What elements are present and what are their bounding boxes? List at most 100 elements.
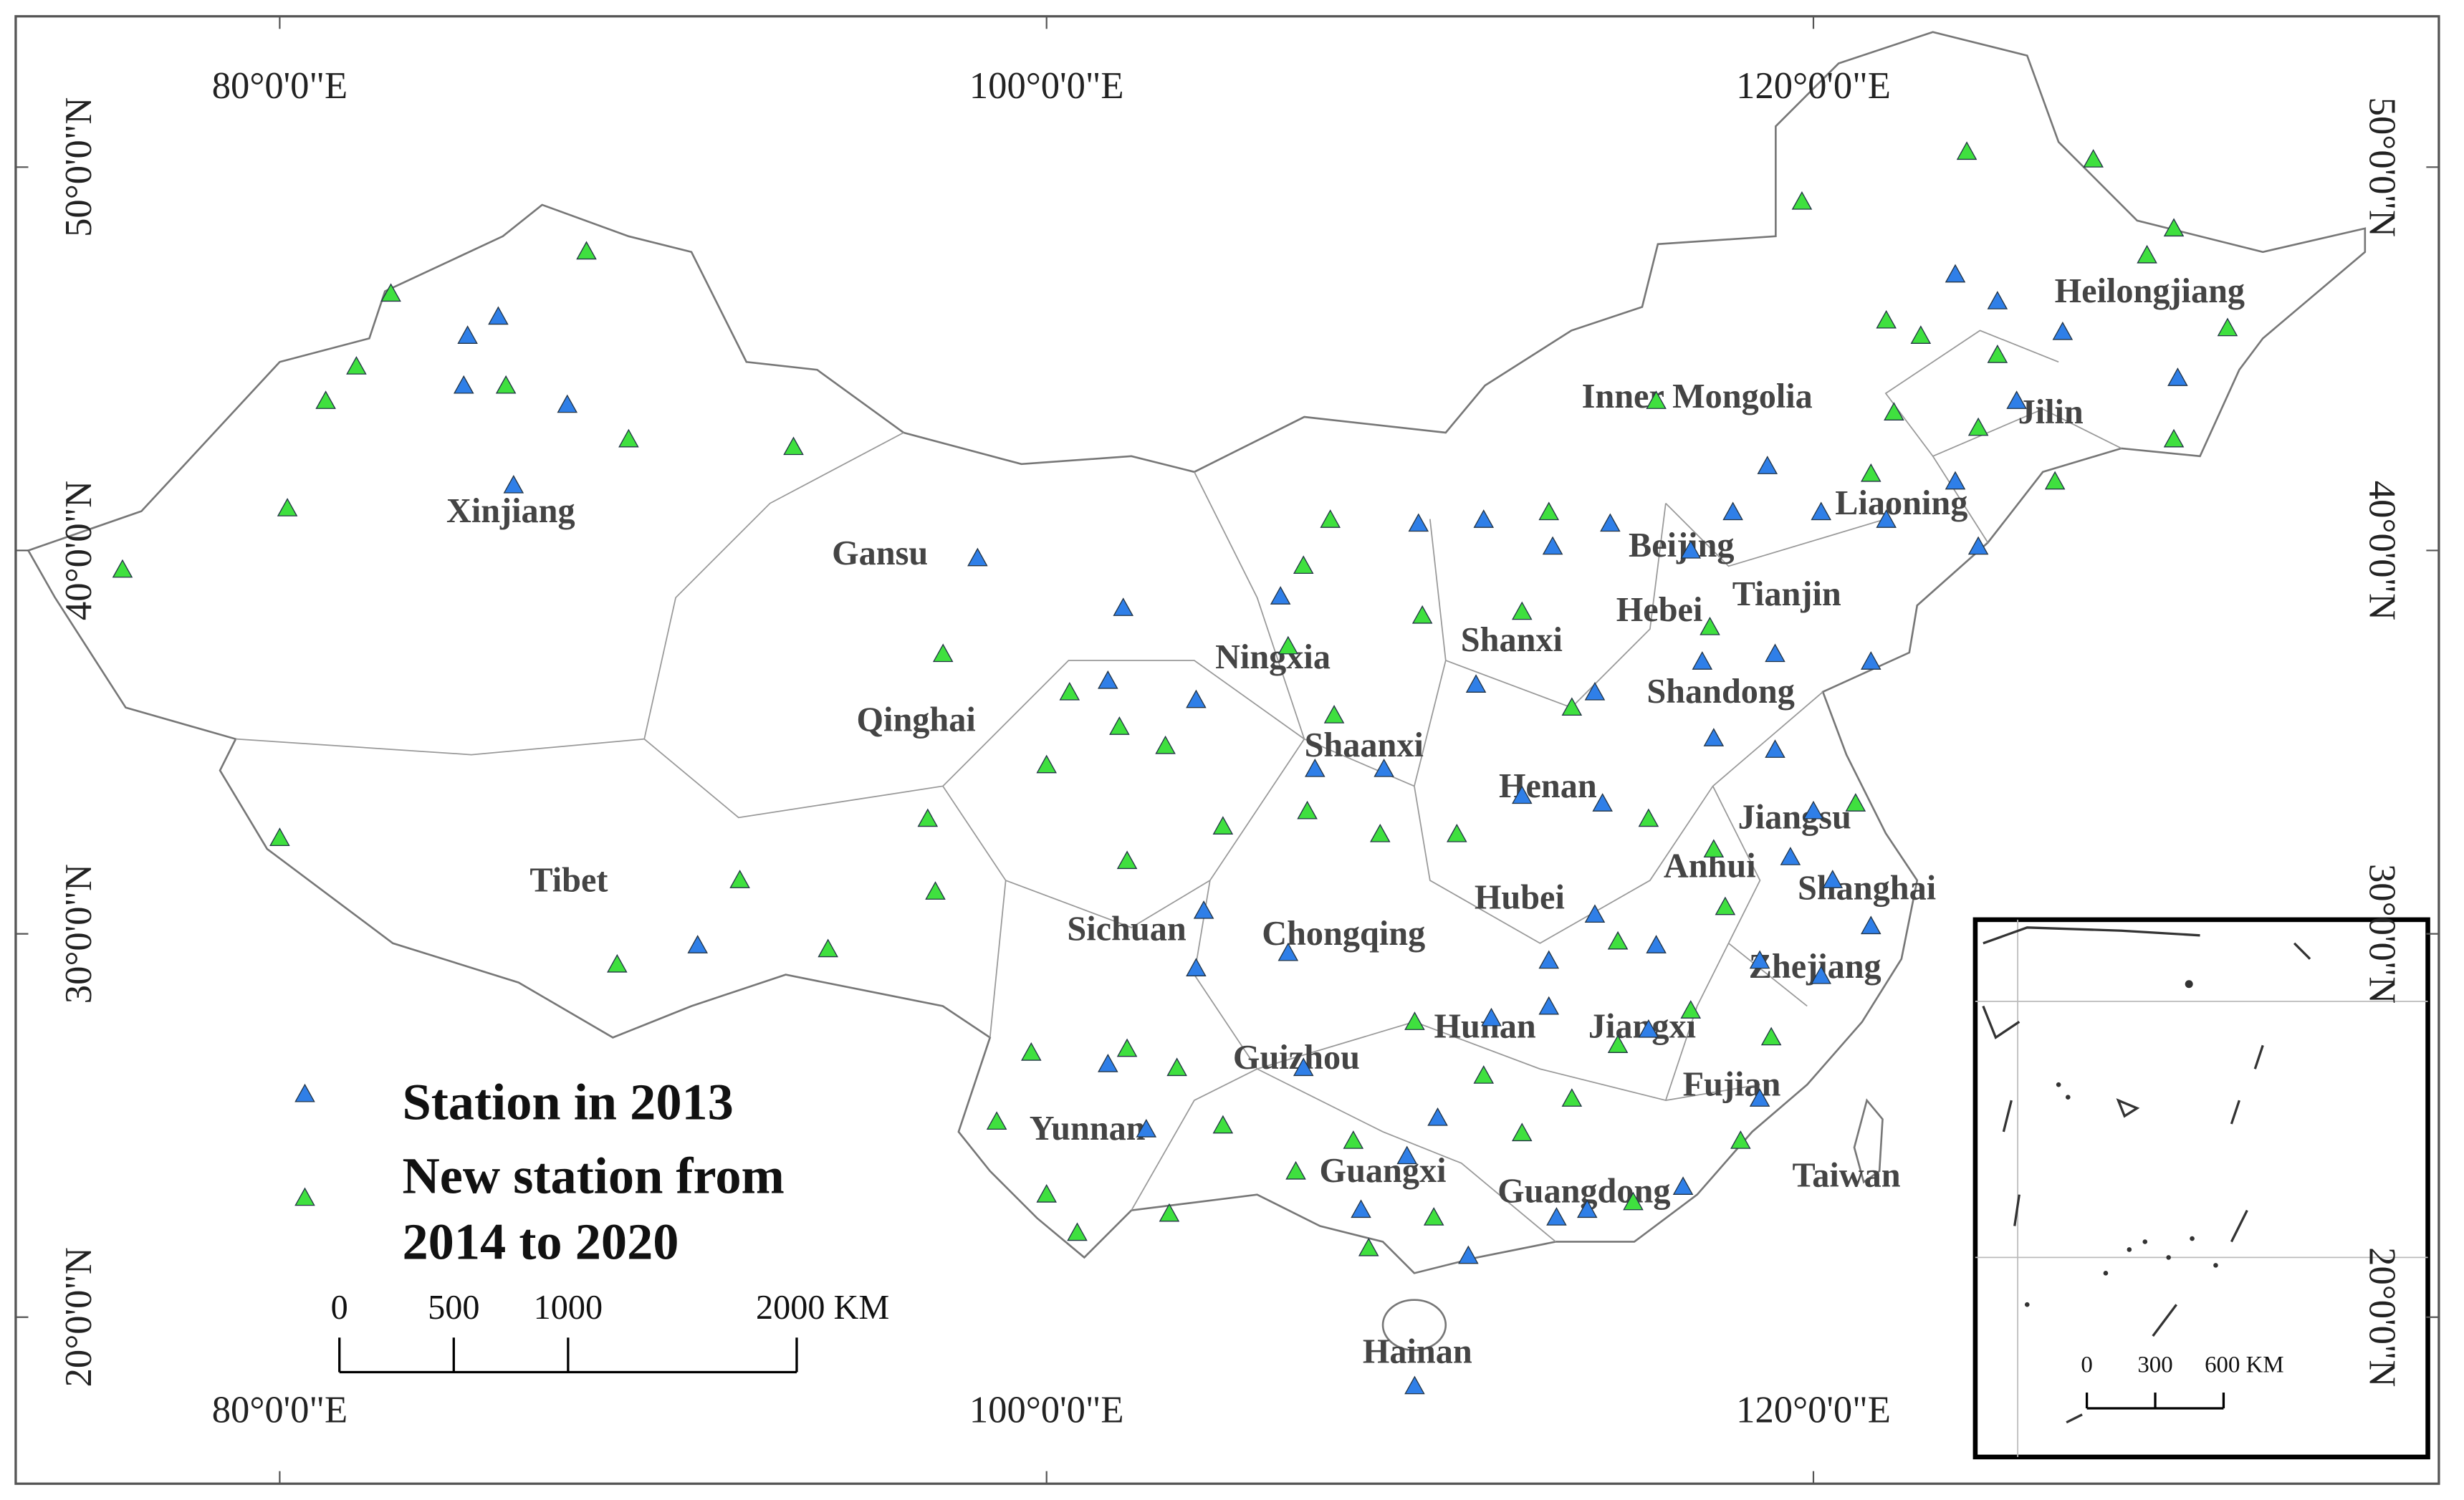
inset-island (2142, 1239, 2148, 1244)
station (315, 390, 336, 409)
lon-label: 100°0'0"E (969, 1390, 1124, 1431)
region-label: Ningxia (1215, 638, 1331, 676)
station (1411, 605, 1433, 624)
station (1607, 931, 1629, 950)
station (1592, 793, 1613, 812)
inset-graticule (1975, 919, 2428, 1457)
station (1692, 651, 1713, 670)
inset-island (2213, 1263, 2218, 1268)
station (1293, 555, 1314, 574)
region-label: Hebei (1616, 591, 1703, 629)
station (925, 881, 946, 900)
station (1876, 509, 1897, 528)
region-label: Henan (1499, 767, 1597, 805)
station (1715, 896, 1736, 915)
inset-scale-bar-label: 300 (2137, 1352, 2172, 1378)
station (112, 559, 133, 578)
station (1967, 417, 1989, 436)
station (1987, 345, 2008, 363)
island-hainan (1381, 1299, 1447, 1352)
station (2217, 317, 2238, 337)
station (1098, 1054, 1118, 1072)
station (1351, 1199, 1371, 1218)
station (1576, 1199, 1598, 1218)
region-label: Hunan (1434, 1007, 1536, 1045)
station (1700, 616, 1720, 635)
station (1277, 635, 1299, 655)
station (1059, 681, 1080, 701)
station (2163, 218, 2185, 237)
station (503, 474, 524, 494)
inset-islands (2024, 980, 2218, 1307)
island-taiwan (1853, 1098, 1884, 1184)
station (1561, 697, 1583, 716)
station (986, 1111, 1007, 1130)
station (1967, 536, 1989, 555)
lon-label: 80°0'0"E (212, 65, 347, 107)
region-label: Taiwan (1793, 1157, 1901, 1195)
inset-frame (1972, 917, 2430, 1460)
inset-island (2024, 1302, 2030, 1307)
station (1067, 1222, 1088, 1241)
station (2167, 367, 2188, 386)
station (1136, 1119, 1157, 1138)
region-label: Qinghai (857, 701, 976, 739)
station (453, 375, 474, 394)
station (1703, 839, 1725, 858)
station (1186, 958, 1207, 976)
station (1845, 793, 1866, 812)
station (1021, 1042, 1042, 1061)
station (488, 306, 509, 325)
station (1512, 785, 1533, 804)
station (1538, 501, 1560, 521)
station (1860, 463, 1881, 482)
station (1987, 291, 2008, 309)
station (1646, 935, 1667, 953)
station (557, 394, 578, 413)
station (1404, 1011, 1425, 1030)
station (2044, 471, 2066, 490)
lat-label: 30°0'0"N (58, 864, 100, 1004)
lat-label: 50°0'0"N (58, 97, 100, 237)
station (1277, 942, 1299, 961)
station (932, 643, 954, 663)
region-label: Jiangxi (1588, 1007, 1696, 1045)
station (1297, 800, 1318, 819)
station (1427, 1107, 1448, 1126)
station (1956, 141, 1978, 160)
station (269, 827, 290, 847)
region-label: Shandong (1646, 673, 1795, 711)
station (1343, 1130, 1364, 1149)
inset-island (2103, 1271, 2109, 1276)
station (1473, 509, 1495, 528)
region-label: Liaoning (1835, 484, 1967, 522)
station (783, 436, 804, 456)
station (1166, 1057, 1187, 1077)
station (346, 356, 367, 375)
station (607, 953, 628, 973)
station (1945, 264, 1966, 283)
station (1749, 1088, 1770, 1107)
station (1396, 1145, 1418, 1165)
station (1538, 996, 1560, 1015)
station (967, 547, 988, 567)
station (1512, 1122, 1533, 1142)
region-label: Shanxi (1461, 621, 1563, 659)
station (1538, 950, 1560, 969)
station (1358, 1237, 1379, 1256)
station (1036, 754, 1057, 774)
station (1546, 1207, 1567, 1226)
lat-label: 20°0'0"N (58, 1247, 100, 1387)
legend-swatch (294, 1187, 315, 1206)
lat-label: 40°0'0"N (2361, 481, 2402, 620)
station (277, 498, 298, 516)
region-label: Shanghai (1798, 869, 1936, 907)
station (1646, 390, 1667, 409)
station (2163, 428, 2185, 448)
region-label: Guangdong (1497, 1173, 1670, 1211)
station (1305, 758, 1326, 777)
station (2006, 390, 2027, 409)
station (1623, 1191, 1644, 1211)
region-label: Tianjin (1732, 575, 1841, 613)
